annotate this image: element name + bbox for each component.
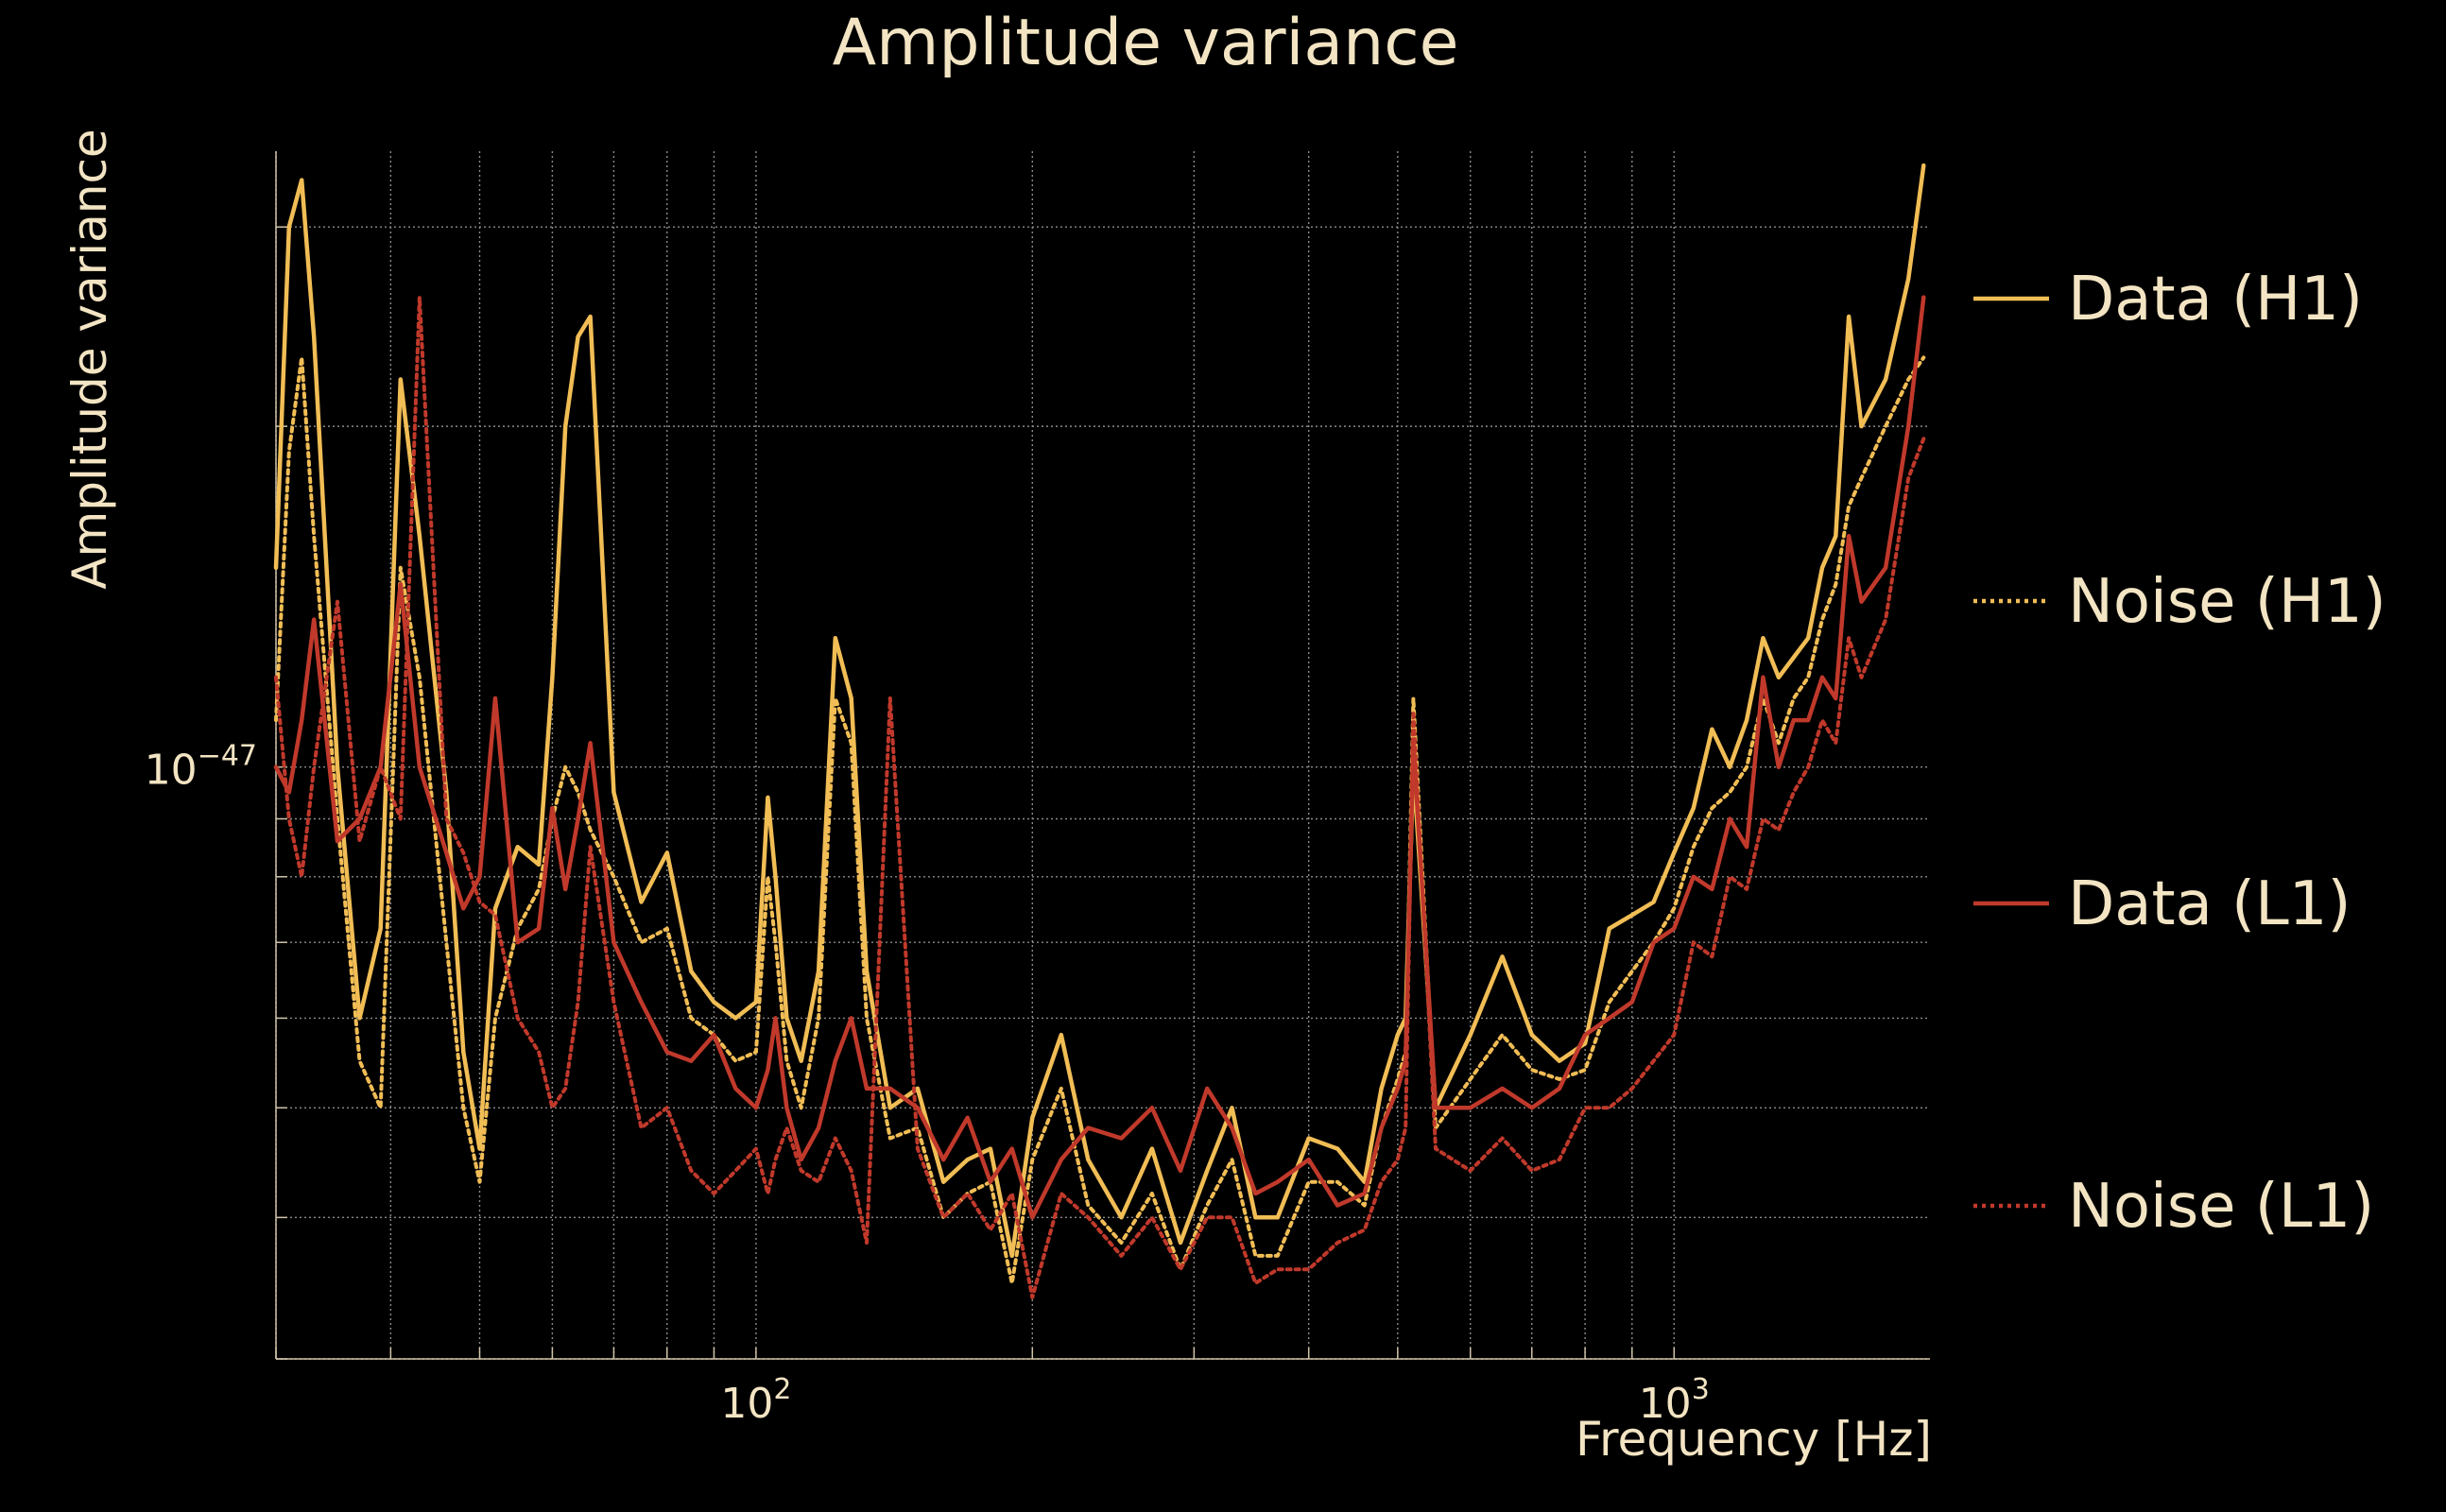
axes: [275, 151, 1930, 1360]
x-tick-label: 103: [1639, 1373, 1710, 1428]
y-axis-label: Amplitude variance: [62, 129, 117, 589]
series-line-data-l1: [273, 295, 1926, 1220]
x-axis-label: Frequency [Hz]: [1576, 1412, 1932, 1467]
series-line-data-h1: [273, 163, 1926, 1259]
legend-label: Noise (L1): [2068, 1172, 2374, 1242]
tick-labels: 102 103 10−47: [145, 740, 1710, 1428]
chart-title: Amplitude variance: [833, 6, 1459, 80]
legend: Data (H1) Noise (H1) Data (L1) Noise (L1): [1973, 265, 2386, 1242]
x-tick-label: 102: [720, 1373, 791, 1428]
legend-label: Noise (H1): [2068, 567, 2386, 637]
series-layer: [273, 163, 1926, 1299]
series-line-noise-h1: [274, 355, 1926, 1285]
series-line-noise-l1: [274, 295, 1926, 1299]
y-tick-label: 10−47: [145, 740, 257, 795]
legend-label: Data (L1): [2068, 869, 2351, 939]
legend-label: Data (H1): [2068, 265, 2363, 335]
